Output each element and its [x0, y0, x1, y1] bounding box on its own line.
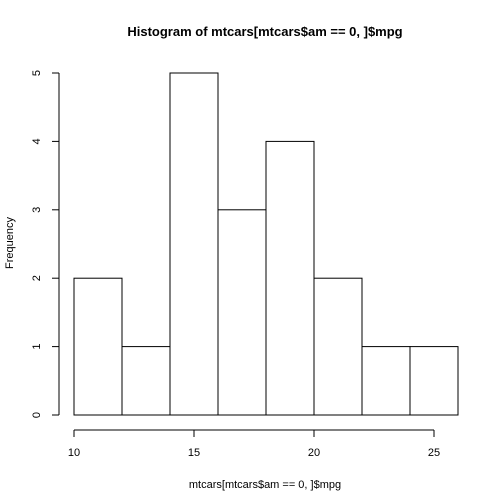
x-tick-label: 20: [308, 447, 320, 459]
x-axis: 10 15 20 25: [68, 429, 440, 459]
x-tick-label: 15: [188, 447, 200, 459]
histogram-bar: [265, 140, 315, 416]
histogram-bar: [361, 346, 411, 416]
y-tick-label: 0: [31, 412, 43, 418]
y-axis: 0 1 2 3 4 5: [31, 70, 60, 418]
y-axis-label: Frequency: [4, 217, 16, 269]
y-tick-label: 2: [31, 275, 43, 281]
histogram-bar: [73, 277, 123, 416]
y-tick-label: 1: [31, 344, 43, 350]
histogram-bar: [217, 209, 267, 416]
x-tick-label: 25: [428, 447, 440, 459]
histogram-bar: [313, 277, 363, 416]
histogram-bar: [409, 346, 459, 416]
bars-group: [73, 72, 459, 416]
histogram-bar: [121, 346, 171, 416]
histogram-bar: [169, 72, 219, 416]
y-tick-label: 5: [31, 70, 43, 76]
x-tick-label: 10: [68, 447, 80, 459]
chart-title: Histogram of mtcars[mtcars$am == 0, ]$mp…: [127, 24, 402, 39]
y-tick-label: 4: [31, 138, 43, 144]
y-tick-label: 3: [31, 207, 43, 213]
x-axis-label: mtcars[mtcars$am == 0, ]$mpg: [189, 479, 341, 491]
